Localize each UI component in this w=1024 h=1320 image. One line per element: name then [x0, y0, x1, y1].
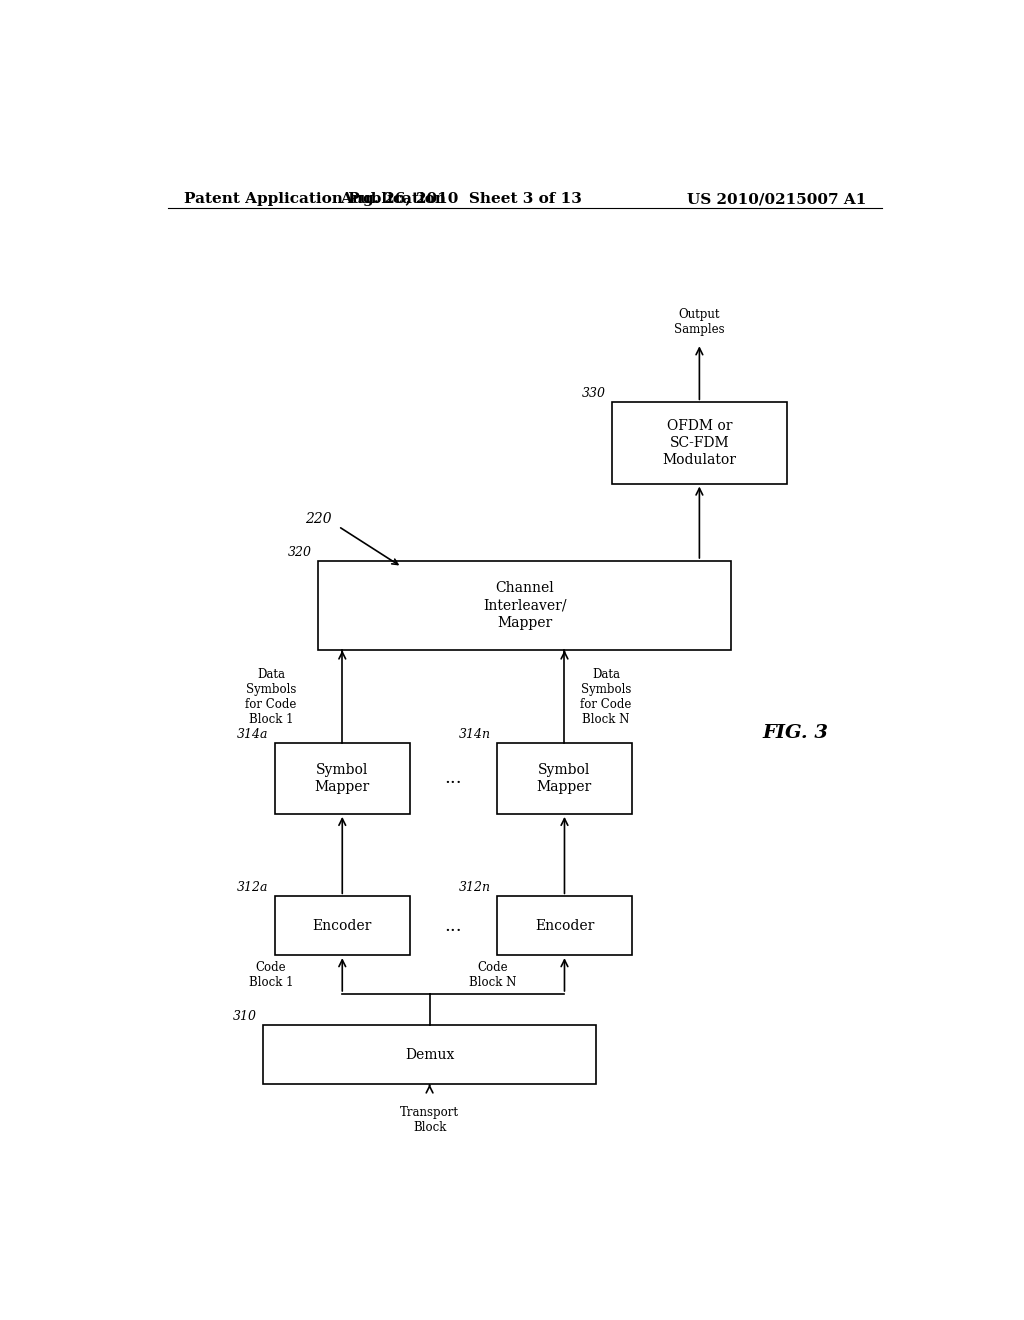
Bar [497, 896, 632, 956]
Text: 330: 330 [582, 387, 606, 400]
Text: 312a: 312a [237, 882, 268, 894]
Text: Patent Application Publication: Patent Application Publication [183, 191, 445, 206]
Text: ...: ... [444, 770, 462, 788]
Text: 320: 320 [288, 546, 312, 558]
Text: 314n: 314n [459, 727, 490, 741]
Text: Output
Samples: Output Samples [674, 309, 725, 337]
Bar [612, 403, 786, 483]
Text: Demux: Demux [404, 1048, 455, 1061]
Text: Transport
Block: Transport Block [400, 1106, 459, 1134]
Text: 314a: 314a [237, 727, 268, 741]
Text: 312n: 312n [459, 882, 490, 894]
Bar [274, 743, 410, 814]
Text: Code
Block N: Code Block N [469, 961, 517, 989]
Text: Code
Block 1: Code Block 1 [249, 961, 293, 989]
Bar [263, 1026, 596, 1084]
Text: Channel
Interleaver/
Mapper: Channel Interleaver/ Mapper [483, 581, 566, 630]
Text: Symbol
Mapper: Symbol Mapper [314, 763, 370, 795]
Text: FIG. 3: FIG. 3 [763, 723, 828, 742]
Text: OFDM or
SC-FDM
Modulator: OFDM or SC-FDM Modulator [663, 418, 736, 467]
Bar [318, 561, 731, 651]
Text: Data
Symbols
for Code
Block N: Data Symbols for Code Block N [581, 668, 632, 726]
Text: Data
Symbols
for Code
Block 1: Data Symbols for Code Block 1 [245, 668, 297, 726]
Text: Aug. 26, 2010  Sheet 3 of 13: Aug. 26, 2010 Sheet 3 of 13 [340, 191, 583, 206]
Bar [274, 896, 410, 956]
Text: Symbol
Mapper: Symbol Mapper [537, 763, 592, 795]
Text: 220: 220 [305, 512, 332, 527]
Text: 310: 310 [232, 1010, 257, 1023]
Text: Encoder: Encoder [535, 919, 594, 933]
Text: ...: ... [444, 917, 462, 935]
Text: Encoder: Encoder [312, 919, 372, 933]
Text: US 2010/0215007 A1: US 2010/0215007 A1 [687, 191, 866, 206]
Bar [497, 743, 632, 814]
